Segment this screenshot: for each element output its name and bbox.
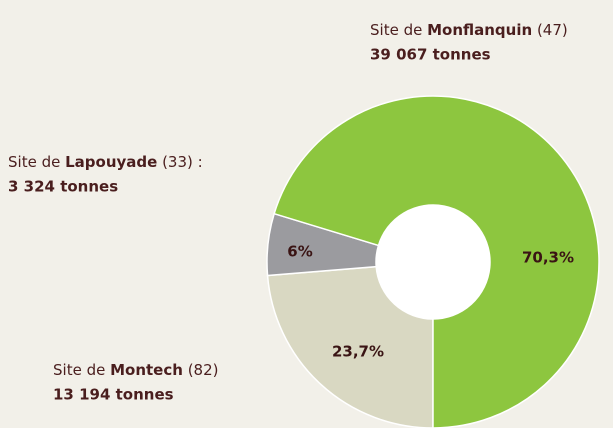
annotation-prefix: Site de [370,21,427,39]
annotation-site: Montech [110,361,183,379]
annotation-suffix: (33) : [157,153,202,171]
annotation-prefix: Site de [8,153,65,171]
annotation-detail: 39 067 tonnes [370,46,491,64]
value-label: 23,7% [332,343,384,361]
annotation-suffix: (82) [183,361,219,379]
value-label: 6% [287,243,312,261]
annotation-suffix: (47) [532,21,568,39]
annotation-detail: 13 194 tonnes [53,386,174,404]
annotation: Site de Montech (82) [53,361,218,379]
annotation-site: Monflanquin [427,21,532,39]
value-label: 70,3% [522,249,574,267]
annotation: Site de Lapouyade (33) : [8,153,203,171]
annotation: Site de Monflanquin (47) [370,21,568,39]
donut-hole [376,205,490,319]
annotation-prefix: Site de [53,361,110,379]
annotation-site: Lapouyade [65,153,157,171]
annotation-detail: 3 324 tonnes [8,178,118,196]
